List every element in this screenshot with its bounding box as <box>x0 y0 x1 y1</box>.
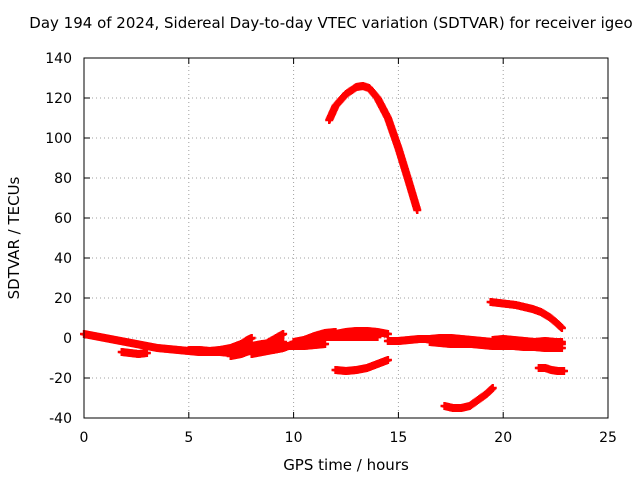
plot-frame <box>83 57 609 419</box>
data-point <box>142 349 151 357</box>
data-point <box>321 340 330 348</box>
data-point <box>413 206 422 214</box>
x-axis-label: GPS time / hours <box>283 456 409 474</box>
data-point <box>557 338 566 346</box>
x-tick-label: 0 <box>80 430 89 446</box>
y-tick-label: 60 <box>54 211 72 227</box>
data-point <box>488 384 497 392</box>
y-tick-label: 80 <box>54 171 72 187</box>
x-tick-label: 5 <box>184 430 193 446</box>
y-tick-label: -20 <box>49 371 72 387</box>
y-tick-label: 120 <box>45 91 72 107</box>
x-tick-label: 10 <box>285 430 303 446</box>
y-tick-label: -40 <box>49 411 72 427</box>
y-tick-label: 100 <box>45 131 72 147</box>
data-point <box>559 367 568 375</box>
y-axis-label: SDTVAR / TECUs <box>5 176 23 300</box>
x-tick-label: 15 <box>389 430 407 446</box>
data-point <box>279 330 288 338</box>
x-tick-label: 25 <box>599 430 617 446</box>
chart-title: Day 194 of 2024, Sidereal Day-to-day VTE… <box>29 14 633 32</box>
grid-layer <box>84 58 608 418</box>
y-tick-label: 20 <box>54 291 72 307</box>
data-layer <box>80 82 568 412</box>
y-tick-label: 40 <box>54 251 72 267</box>
data-point <box>557 324 566 332</box>
x-tick-label: 20 <box>494 430 512 446</box>
data-point <box>247 334 256 342</box>
data-point <box>383 356 392 364</box>
y-tick-label: 0 <box>63 331 72 347</box>
tick-layer: 0 5 10 15 20 25 -40 -20 0 20 40 60 80 100 120 140 <box>45 51 617 446</box>
data-point <box>383 330 392 338</box>
y-tick-label: 140 <box>45 51 72 67</box>
